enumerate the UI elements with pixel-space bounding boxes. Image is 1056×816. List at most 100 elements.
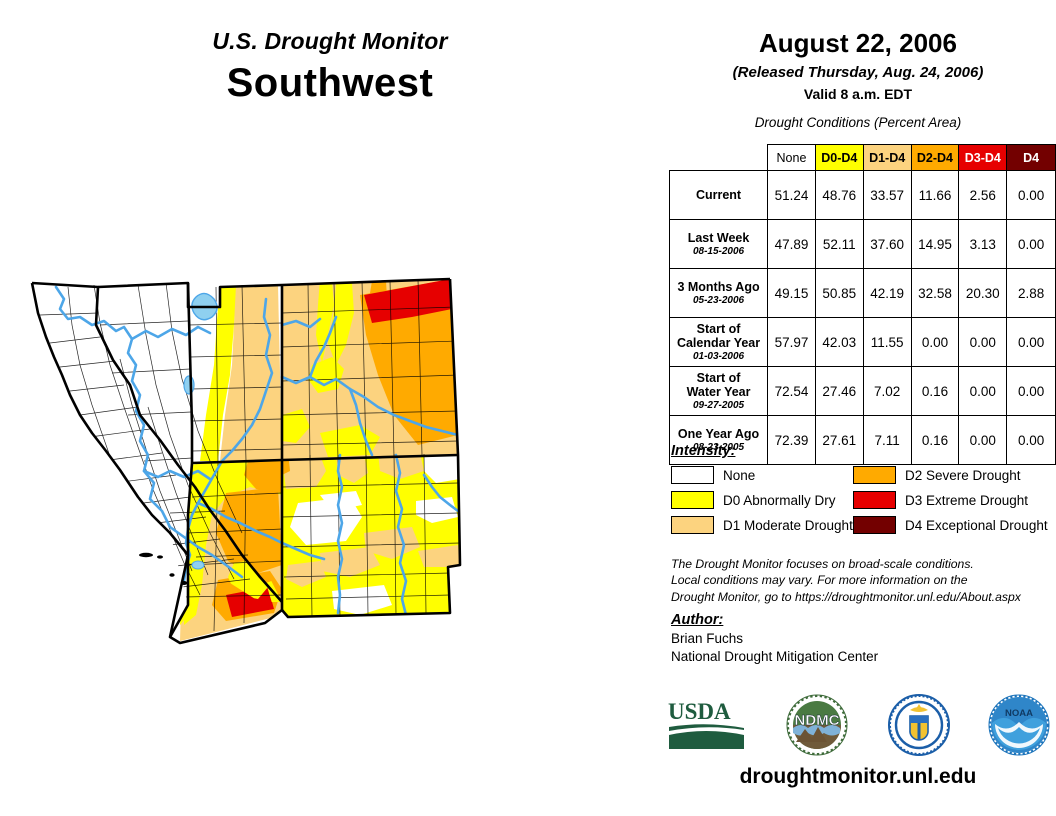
table-cell: 72.39	[767, 415, 816, 465]
table-cell: 0.00	[1006, 219, 1056, 269]
table-cell: 0.00	[1006, 170, 1056, 220]
legend-swatch	[853, 516, 896, 534]
drought-area-utah	[200, 283, 282, 461]
table-cell: 2.56	[958, 170, 1008, 220]
legend-item: D3 Extreme Drought	[853, 491, 1051, 509]
legend-item: D1 Moderate Drought	[671, 516, 853, 534]
table-cell: 0.00	[958, 415, 1008, 465]
usdc-seal	[888, 694, 950, 756]
legend-item: D0 Abnormally Dry	[671, 491, 853, 509]
table-row: Start of Calendar Year 01-03-2006 57.97 42.0…	[668, 317, 1056, 367]
state-boundaries	[30, 277, 462, 645]
legend-swatch	[671, 491, 714, 509]
author-affiliation: National Drought Mitigation Center	[671, 649, 879, 664]
table-cell: 48.76	[814, 170, 864, 220]
table-row: Start of Water Year 09-27-2005 72.54 27.46 7.…	[668, 366, 1056, 416]
map-svg	[20, 265, 645, 665]
column-header-d4: D4	[1006, 144, 1056, 171]
row-label-date: 09-27-2005	[692, 399, 745, 411]
author-title: Author:	[671, 612, 724, 628]
table-row: 3 Months Ago 05-23-2006 49.15 50.85 42.19 32.…	[668, 268, 1056, 318]
report-date: August 22, 2006	[759, 28, 957, 58]
table-cell: 0.00	[1006, 366, 1056, 416]
legend-item: None	[671, 466, 853, 484]
table-cell: 20.30	[958, 268, 1008, 318]
region-title: Southwest	[226, 61, 434, 105]
table-cell: 0.00	[910, 317, 960, 367]
table-row: One Year Ago 08-23-2005 72.39 27.61 7.11 0.16…	[668, 415, 1056, 465]
table-cell: 51.24	[767, 170, 816, 220]
header-block: August 22, 2006 (Released Thursday, Aug.…	[666, 28, 1050, 130]
table-cell: 52.11	[814, 219, 864, 269]
row-label: Start of Water Year 09-27-2005	[668, 366, 769, 416]
row-label: 3 Months Ago 05-23-2006	[668, 268, 769, 318]
legend-swatch	[853, 491, 896, 509]
column-header-d2d4: D2-D4	[910, 144, 960, 171]
row-label-date: 08-15-2006	[692, 245, 745, 257]
table-row: Current 51.24 48.76 33.57 11.66 2.56 0.00	[668, 170, 1056, 220]
table-cell: 0.00	[958, 317, 1008, 367]
legend-label: D4 Exceptional Drought	[905, 517, 1048, 533]
legend-label: D1 Moderate Drought	[723, 517, 853, 533]
table-cell: 72.54	[767, 366, 816, 416]
usda-logo: USDA	[668, 699, 744, 749]
table-cell: 14.95	[910, 219, 960, 269]
table-header-row: None D0-D4 D1-D4 D2-D4 D3-D4 D4	[670, 144, 1056, 171]
table-cell: 27.61	[814, 415, 864, 465]
noaa-logo: NOAA	[988, 694, 1050, 756]
legend-label: None	[723, 467, 756, 483]
column-header-none: None	[767, 144, 816, 171]
table-cell: 11.66	[910, 170, 960, 220]
drought-map	[20, 265, 645, 665]
table-cell: 11.55	[862, 317, 912, 367]
legend-label: D2 Severe Drought	[905, 467, 1021, 483]
svg-text:USDA: USDA	[668, 699, 731, 724]
table-cell: 47.89	[767, 219, 816, 269]
header-corner-blank	[670, 145, 768, 171]
table-caption: Drought Conditions (Percent Area)	[754, 115, 962, 130]
intensity-title: Intensity:	[671, 443, 736, 459]
row-label: Current	[668, 170, 769, 220]
table-cell: 49.15	[767, 268, 816, 318]
table-cell: 7.11	[862, 415, 912, 465]
legend-swatch	[671, 466, 714, 484]
table-cell: 0.16	[910, 415, 960, 465]
table-cell: 7.02	[862, 366, 912, 416]
table-row: Last Week 08-15-2006 47.89 52.11 37.60 14.95 3…	[668, 219, 1056, 269]
valid-time: Valid 8 a.m. EDT	[803, 86, 913, 102]
table-cell: 0.00	[958, 366, 1008, 416]
legend-label: D3 Extreme Drought	[905, 492, 1029, 508]
table-cell: 3.13	[958, 219, 1008, 269]
channel-islands	[139, 552, 188, 585]
table-cell: 0.16	[910, 366, 960, 416]
legend-item: D2 Severe Drought	[853, 466, 1051, 484]
column-header-d0d4: D0-D4	[814, 144, 864, 171]
author-name: Brian Fuchs	[671, 631, 744, 646]
table-body: Current 51.24 48.76 33.57 11.66 2.56 0.00 Last …	[668, 170, 1056, 465]
svg-text:NOAA: NOAA	[1005, 708, 1033, 719]
site-url: droughtmonitor.unl.edu	[739, 765, 977, 788]
table-cell: 0.00	[1006, 415, 1056, 465]
table-cell: 27.46	[814, 366, 864, 416]
row-label: Start of Calendar Year 01-03-2006	[668, 317, 769, 367]
row-label: Last Week 08-15-2006	[668, 219, 769, 269]
page-title: U.S. Drought Monitor	[212, 28, 448, 54]
title-block: U.S. Drought Monitor Southwest	[0, 28, 660, 106]
table-cell: 32.58	[910, 268, 960, 318]
table-cell: 37.60	[862, 219, 912, 269]
legend-item: D4 Exceptional Drought	[853, 516, 1051, 534]
table-cell: 42.19	[862, 268, 912, 318]
drought-area-colorado	[282, 279, 458, 461]
svg-text:NDMC: NDMC	[795, 712, 840, 729]
table-cell: 2.88	[1006, 268, 1056, 318]
row-label: One Year Ago 08-23-2005	[668, 415, 769, 465]
legend-label: D0 Abnormally Dry	[723, 492, 836, 508]
legend-swatch	[671, 516, 714, 534]
table-cell: 42.03	[814, 317, 864, 367]
ndmc-logo: NDMC	[786, 694, 848, 756]
author-block: Author: Brian Fuchs National Drought Mit…	[671, 612, 1051, 664]
legend-grid: None D2 Severe Drought D0 Abnormally Dry D3…	[671, 466, 1051, 534]
table-cell: 50.85	[814, 268, 864, 318]
legend-swatch	[853, 466, 896, 484]
